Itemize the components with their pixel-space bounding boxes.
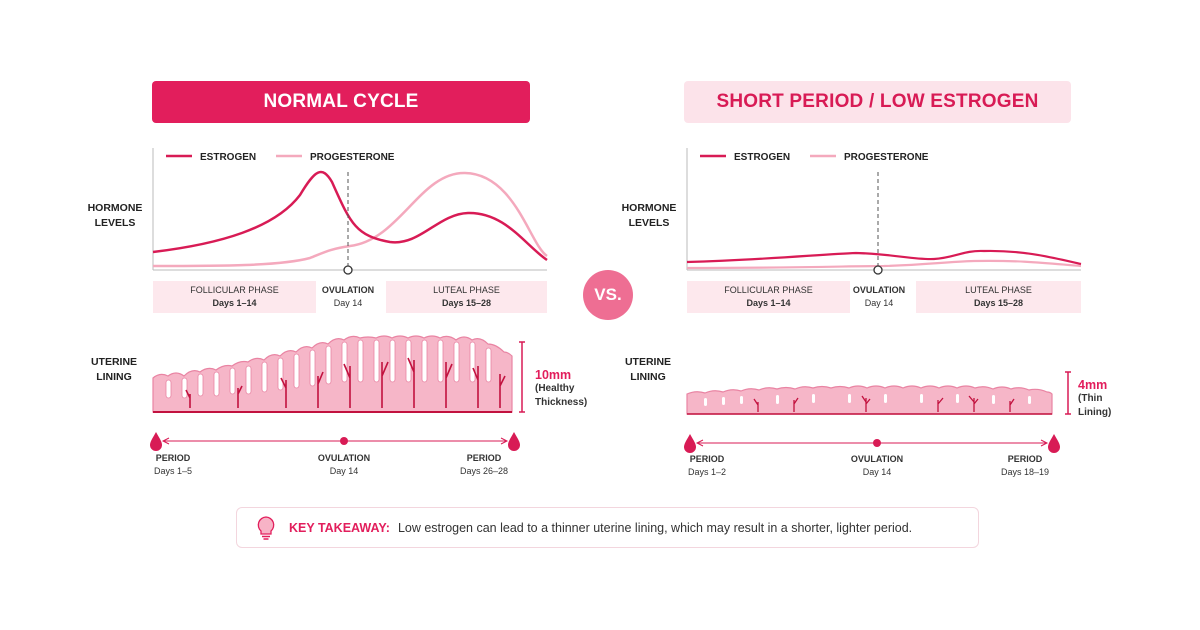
- hormone-label-line2: LEVELS: [628, 217, 670, 229]
- ovulation-label: OVULATION: [321, 285, 375, 295]
- follicular-phase-box: FOLLICULAR PHASE Days 1–14: [153, 281, 316, 313]
- legend-estrogen-text: ESTROGEN: [200, 152, 256, 163]
- follicular-days: Days 1–14: [746, 298, 791, 308]
- legend-progesterone-text: PROGESTERONE: [310, 152, 395, 163]
- key-takeaway-box: KEY TAKEAWAY: Low estrogen can lead to a…: [236, 507, 979, 548]
- uterine-lining-thick: [152, 335, 513, 413]
- hormone-levels-label: HORMONE LEVELS: [594, 201, 704, 231]
- takeaway-text: Low estrogen can lead to a thinner uteri…: [397, 520, 913, 535]
- ovulation-label: OVULATION: [852, 285, 906, 295]
- progesterone-curve: [686, 259, 1082, 270]
- ovulation-box: OVULATION Day 14: [318, 284, 378, 310]
- timeline-ovulation-label: OVULATION: [850, 454, 904, 464]
- estrogen-curve: [686, 249, 1082, 266]
- luteal-days: Days 15–28: [441, 298, 492, 308]
- thickness-note-2: Thickness): [535, 397, 588, 408]
- period-start-label: PERIOD: [689, 454, 725, 464]
- luteal-days: Days 15–28: [973, 298, 1024, 308]
- period-start-days: Days 1–2: [687, 467, 727, 477]
- uterine-lining-thin: [686, 385, 1053, 415]
- uterine-lining-label: UTERINE LINING: [60, 355, 168, 385]
- period-drop-icon: [508, 432, 520, 451]
- normal-cycle-graphic: ESTROGEN PROGESTERONE: [150, 148, 548, 451]
- period-start-label: PERIOD: [155, 453, 191, 463]
- timeline-ovulation: OVULATION Day 14: [832, 453, 922, 479]
- timeline-period-start: PERIOD Days 1–2: [662, 453, 752, 479]
- period-drop-icon: [1048, 434, 1060, 453]
- lightbulb-icon: [257, 515, 275, 540]
- ovulation-marker-dot: [343, 265, 353, 275]
- period-drop-icon: [684, 434, 696, 453]
- normal-cycle-panel: NORMAL CYCLE HORMONE LEVELS ESTROGEN PRO…: [60, 0, 620, 500]
- estrogen-curve: [152, 170, 548, 262]
- legend-estrogen-text: ESTROGEN: [734, 152, 790, 163]
- low-estrogen-panel: SHORT PERIOD / LOW ESTROGEN HORMONE LEVE…: [594, 0, 1154, 500]
- takeaway-label: KEY TAKEAWAY:: [289, 520, 390, 535]
- thickness-value: 10mm: [535, 368, 572, 382]
- uterine-label-line2: LINING: [96, 371, 132, 383]
- period-end-label: PERIOD: [1007, 454, 1043, 464]
- low-estrogen-graphic: ESTROGEN PROGESTERONE: [684, 148, 1082, 453]
- vs-badge: VS.: [583, 270, 633, 320]
- uterine-label-line2: LINING: [630, 371, 666, 383]
- hormone-levels-label: HORMONE LEVELS: [60, 201, 170, 231]
- thickness-note-1: (Healthy: [535, 383, 575, 394]
- thickness-note-2: Lining): [1078, 407, 1112, 418]
- timeline-ovulation-day: Day 14: [862, 467, 892, 477]
- period-drop-icon: [150, 432, 162, 451]
- hormone-label-line1: HORMONE: [87, 202, 143, 214]
- thickness-annotation: 10mm (Healthy Thickness): [535, 368, 587, 410]
- thickness-note-1: (Thin: [1078, 393, 1103, 404]
- luteal-phase-label: LUTEAL PHASE: [965, 285, 1032, 295]
- follicular-days: Days 1–14: [212, 298, 257, 308]
- luteal-phase-box: LUTEAL PHASE Days 15–28: [916, 281, 1081, 313]
- normal-cycle-title: NORMAL CYCLE: [152, 81, 530, 123]
- hormone-label-line2: LEVELS: [94, 217, 136, 229]
- ovulation-day: Day 14: [333, 298, 363, 308]
- follicular-phase-label: FOLLICULAR PHASE: [724, 285, 813, 295]
- thickness-annotation: 4mm (Thin Lining): [1078, 378, 1111, 420]
- timeline-period-end: PERIOD Days 26–28: [439, 452, 529, 478]
- legend-progesterone-text: PROGESTERONE: [844, 152, 929, 163]
- ovulation-box: OVULATION Day 14: [849, 284, 909, 310]
- thickness-value: 4mm: [1078, 378, 1108, 392]
- timeline-ovulation-dot: [340, 437, 348, 445]
- timeline-period-end: PERIOD Days 18–19: [980, 453, 1070, 479]
- follicular-phase-label: FOLLICULAR PHASE: [190, 285, 279, 295]
- timeline-ovulation: OVULATION Day 14: [299, 452, 389, 478]
- luteal-phase-label: LUTEAL PHASE: [433, 285, 500, 295]
- follicular-phase-box: FOLLICULAR PHASE Days 1–14: [687, 281, 850, 313]
- period-end-label: PERIOD: [466, 453, 502, 463]
- uterine-lining-label: UTERINE LINING: [594, 355, 702, 385]
- period-start-days: Days 1–5: [153, 466, 193, 476]
- timeline-ovulation-dot: [873, 439, 881, 447]
- hormone-label-line1: HORMONE: [621, 202, 677, 214]
- timeline-ovulation-label: OVULATION: [317, 453, 371, 463]
- uterine-label-line1: UTERINE: [90, 356, 138, 368]
- period-end-days: Days 18–19: [1000, 467, 1050, 477]
- timeline-ovulation-day: Day 14: [329, 466, 359, 476]
- uterine-label-line1: UTERINE: [624, 356, 672, 368]
- period-end-days: Days 26–28: [459, 466, 509, 476]
- ovulation-marker-dot: [873, 265, 883, 275]
- luteal-phase-box: LUTEAL PHASE Days 15–28: [386, 281, 547, 313]
- ovulation-day: Day 14: [864, 298, 894, 308]
- low-estrogen-title: SHORT PERIOD / LOW ESTROGEN: [684, 81, 1071, 123]
- timeline-period-start: PERIOD Days 1–5: [128, 452, 218, 478]
- progesterone-curve: [152, 171, 548, 268]
